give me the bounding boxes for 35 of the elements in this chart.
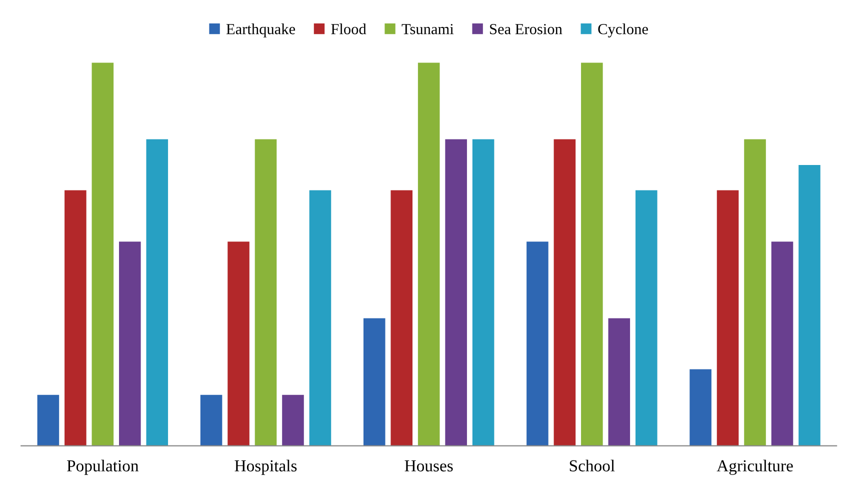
legend-label: Sea Erosion — [490, 24, 562, 34]
x-tick-label: Hospitals — [234, 460, 297, 475]
bar — [363, 318, 386, 446]
legend-label: Cyclone — [598, 24, 648, 38]
bar — [146, 139, 168, 446]
x-tick-label: Population — [67, 460, 139, 475]
legend-label: Earthquake — [226, 24, 296, 38]
bar — [309, 190, 332, 446]
bar — [771, 242, 794, 446]
bar — [716, 190, 739, 446]
bar — [200, 394, 222, 446]
bar — [228, 242, 250, 446]
bar — [798, 164, 820, 446]
bar — [554, 139, 576, 446]
legend-label: Tsunami — [402, 24, 454, 34]
bar — [418, 62, 440, 446]
bar — [254, 139, 277, 446]
bar — [526, 242, 548, 446]
legend-label: Flood — [331, 24, 366, 34]
x-tick-label: School — [570, 460, 615, 472]
bar — [282, 394, 304, 446]
x-tick-label: Agriculture — [716, 460, 793, 475]
bar — [37, 394, 60, 446]
bar — [390, 190, 412, 446]
bar — [744, 139, 766, 446]
bar — [119, 242, 141, 446]
bar — [445, 139, 467, 446]
bar — [92, 62, 114, 446]
bar — [690, 369, 712, 446]
bar — [608, 318, 630, 446]
bar — [472, 139, 494, 446]
bar — [581, 62, 603, 446]
bar — [64, 190, 86, 446]
x-tick-label: Houses — [404, 460, 453, 472]
bar — [636, 190, 658, 446]
